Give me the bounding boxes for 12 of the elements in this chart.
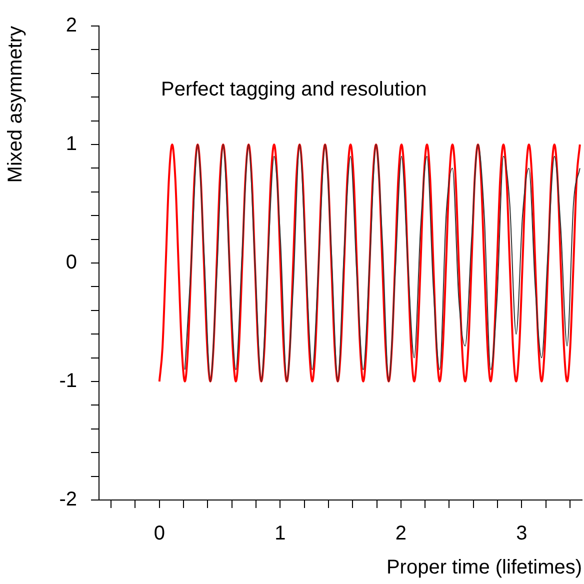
y-tick-label: 2 (66, 14, 77, 37)
annotation: Perfect tagging and resolution (161, 78, 427, 101)
y-tick-label: -1 (59, 370, 77, 392)
y-tick-label: 0 (66, 252, 77, 274)
x-tick-label: 1 (274, 522, 286, 545)
x-axis-title: Proper time (lifetimes) (386, 556, 582, 579)
y-tick-label: 1 (66, 133, 77, 156)
y-axis-title: Mixed asymmetry (4, 26, 27, 183)
x-tick-label: 2 (395, 522, 406, 545)
x-tick-label: 3 (516, 522, 528, 545)
y-tick-label: -2 (59, 488, 77, 511)
x-tick-label: 0 (154, 522, 165, 545)
